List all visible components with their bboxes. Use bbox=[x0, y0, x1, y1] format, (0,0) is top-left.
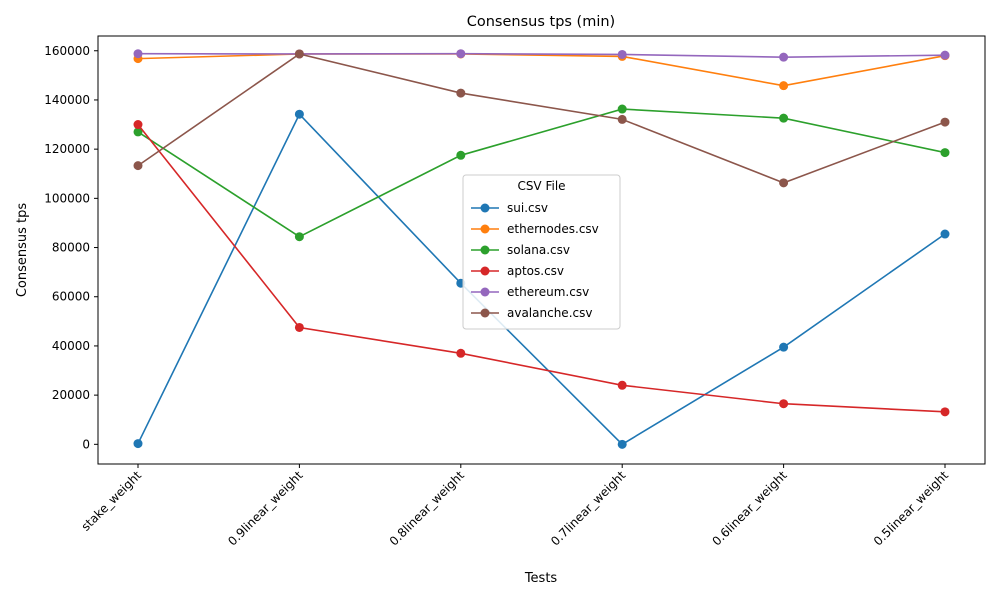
data-point bbox=[133, 120, 143, 130]
data-point bbox=[940, 407, 950, 417]
x-axis: stake_weight 0.9linear_weight 0.8linear_we… bbox=[79, 464, 951, 548]
legend-entry: sui.csv bbox=[507, 201, 548, 215]
series-line-0 bbox=[137, 112, 946, 446]
legend-marker bbox=[480, 245, 490, 255]
x-tick-label: 0.8linear_weight bbox=[387, 468, 467, 548]
plot-area bbox=[133, 49, 950, 449]
data-point bbox=[456, 88, 466, 98]
y-tick-label: 0 bbox=[82, 437, 90, 451]
data-point bbox=[617, 104, 627, 114]
y-tick-label: 100000 bbox=[44, 191, 90, 205]
data-point bbox=[779, 342, 789, 352]
legend-entry: ethernodes.csv bbox=[507, 222, 599, 236]
x-tick-label: 0.9linear_weight bbox=[225, 468, 305, 548]
y-tick-label: 80000 bbox=[52, 241, 90, 255]
data-point bbox=[779, 178, 789, 188]
series-line-5 bbox=[137, 53, 946, 184]
y-tick-label: 140000 bbox=[44, 93, 90, 107]
x-tick-label: stake_weight bbox=[79, 468, 145, 534]
data-point bbox=[456, 150, 466, 160]
y-tick-label: 20000 bbox=[52, 388, 90, 402]
series-line-4 bbox=[137, 52, 946, 58]
y-tick-label: 40000 bbox=[52, 339, 90, 353]
data-point bbox=[133, 127, 143, 137]
data-point bbox=[940, 50, 950, 60]
data-point bbox=[940, 117, 950, 127]
legend: CSV File sui.csv ethernodes.csv solana.csv a… bbox=[462, 174, 621, 330]
legend-entry: ethereum.csv bbox=[507, 285, 589, 299]
legend-title: CSV File bbox=[517, 179, 565, 193]
y-axis: 0 20000 40000 60000 80000 100000 120000 140000 1… bbox=[44, 44, 98, 451]
y-tick-label: 120000 bbox=[44, 142, 90, 156]
data-point bbox=[456, 348, 466, 358]
data-point bbox=[617, 49, 627, 59]
data-point bbox=[133, 439, 143, 449]
data-point bbox=[294, 322, 304, 332]
data-point bbox=[294, 109, 304, 119]
y-axis-label: Consensus tps bbox=[15, 203, 30, 298]
series-line-2 bbox=[137, 108, 946, 238]
legend-entry: solana.csv bbox=[507, 243, 570, 257]
series-line-3 bbox=[137, 124, 946, 413]
data-point bbox=[779, 113, 789, 123]
data-point bbox=[779, 81, 789, 91]
data-point bbox=[617, 380, 627, 390]
y-tick-label: 160000 bbox=[44, 44, 90, 58]
data-point bbox=[779, 52, 789, 62]
data-point bbox=[940, 229, 950, 239]
chart-title: Consensus tps (min) bbox=[467, 14, 615, 30]
legend-marker bbox=[480, 224, 490, 234]
legend-marker bbox=[480, 308, 490, 318]
legend-entry: aptos.csv bbox=[507, 264, 564, 278]
legend-marker bbox=[480, 203, 490, 213]
data-point bbox=[456, 49, 466, 59]
y-tick-label: 60000 bbox=[52, 290, 90, 304]
legend-marker bbox=[480, 266, 490, 276]
data-point bbox=[617, 439, 627, 449]
legend-box bbox=[462, 174, 621, 330]
data-point bbox=[294, 49, 304, 59]
legend-entry: avalanche.csv bbox=[507, 306, 592, 320]
data-point bbox=[617, 114, 627, 124]
data-point bbox=[779, 399, 789, 409]
data-point bbox=[294, 232, 304, 242]
x-tick-label: 0.5linear_weight bbox=[871, 468, 951, 548]
x-tick-label: 0.6linear_weight bbox=[709, 468, 789, 548]
plot-frame bbox=[97, 35, 986, 465]
data-point bbox=[133, 49, 143, 59]
x-axis-label: Tests bbox=[524, 571, 558, 586]
data-point bbox=[940, 148, 950, 158]
data-point bbox=[133, 161, 143, 171]
legend-marker bbox=[480, 287, 490, 297]
series-line-1 bbox=[137, 53, 946, 87]
x-tick-label: 0.7linear_weight bbox=[548, 468, 628, 548]
